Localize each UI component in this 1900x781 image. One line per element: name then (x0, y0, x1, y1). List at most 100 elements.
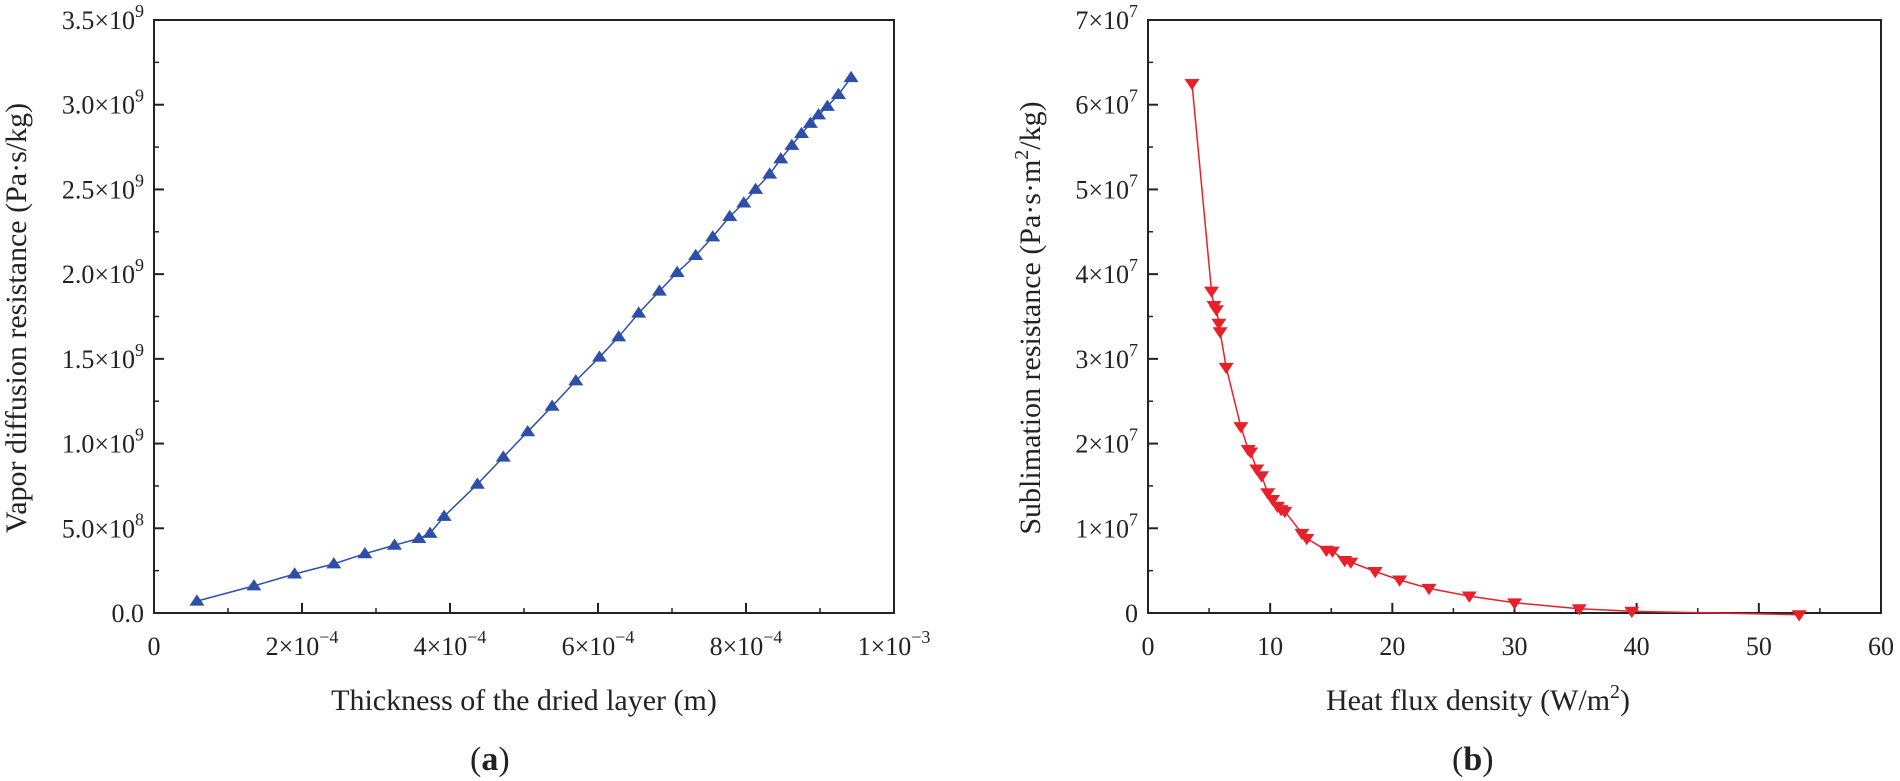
y-axis-title-a: Vapor diffusion resistance (Pa·s/kg) (0, 103, 33, 533)
a-series (189, 70, 859, 606)
data-point-a-13 (568, 374, 584, 386)
plot-frame-a (153, 19, 895, 614)
data-point-b-30 (1791, 610, 1807, 622)
y-tick-label-b-4: 4×107 (1075, 255, 1138, 289)
data-point-a-0 (189, 594, 205, 606)
data-point-a-25 (773, 152, 789, 164)
y-axis-title-b-sup: 2 (1011, 150, 1033, 160)
y-tick-label-b-2: 2×107 (1075, 425, 1138, 459)
y-tick-label-a-3: 1.5×109 (62, 340, 144, 374)
data-point-a-17 (651, 284, 667, 296)
data-point-a-29 (811, 108, 827, 120)
x-axis-title-b-end: ) (1620, 684, 1630, 717)
data-point-a-31 (831, 87, 846, 100)
y-axis-title-b-main: Sublimation resistance (Pa·s·m (1014, 160, 1047, 535)
plot-frame-b (1147, 19, 1882, 614)
data-point-a-27 (794, 126, 809, 139)
series-line-a-0 (196, 77, 852, 602)
x-axis-title-b-sup: 2 (1610, 681, 1620, 703)
x-tick-label-b-5: 50 (1746, 632, 1772, 661)
panel-label-a-letter: a (481, 741, 498, 778)
data-point-a-26 (784, 138, 800, 150)
data-point-b-10 (1249, 464, 1265, 476)
data-point-b-23 (1367, 566, 1383, 579)
data-point-a-1 (246, 579, 262, 591)
data-point-b-12 (1260, 488, 1276, 500)
data-point-b-20 (1324, 546, 1340, 558)
data-point-a-15 (611, 330, 627, 342)
data-point-b-6 (1218, 362, 1234, 375)
y-axis-title-b: Sublimation resistance (Pa·s·m2/kg) (1011, 101, 1047, 534)
data-point-a-12 (544, 399, 560, 411)
y-tick-label-b-0: 0 (1125, 599, 1138, 628)
y-tick-label-a-2: 1.0×109 (62, 425, 144, 459)
x-tick-label-a-4: 8×10−4 (710, 627, 783, 661)
y-tick-label-a-1: 5.0×108 (62, 509, 144, 543)
y-tick-label-a-7: 3.5×109 (62, 1, 144, 35)
data-point-a-8 (436, 509, 452, 521)
y-tick-label-b-7: 7×107 (1075, 1, 1138, 35)
y-axis-title-b-end: /kg) (1014, 101, 1047, 149)
data-point-a-32 (843, 70, 859, 83)
data-point-b-27 (1507, 598, 1522, 610)
y-tick-label-b-1: 1×107 (1075, 509, 1138, 543)
data-point-a-20 (705, 230, 721, 242)
data-point-a-18 (669, 265, 685, 277)
data-point-a-3 (326, 557, 342, 569)
data-point-a-11 (520, 424, 536, 437)
b-series (1184, 79, 1807, 622)
x-tick-label-b-1: 10 (1257, 632, 1283, 661)
x-tick-label-a-3: 6×10−4 (562, 627, 635, 661)
x-tick-label-b-0: 0 (1142, 632, 1155, 661)
b-ticks: 0 10 20 30 40 50 60 0 1×107 2×107 3×107 4×107 5×107 6… (1075, 1, 1894, 661)
data-point-b-1 (1204, 286, 1220, 298)
data-point-b-7 (1233, 422, 1249, 434)
data-point-b-26 (1461, 591, 1477, 603)
a-ticks: 0 2×10−4 4×10−4 6×10−4 8×10−4 1×10−3 0.0 5.0×10… (62, 1, 931, 661)
y-tick-label-b-6: 6×107 (1075, 86, 1138, 120)
data-point-a-19 (688, 248, 704, 261)
data-point-b-28 (1571, 604, 1587, 616)
x-tick-label-b-3: 30 (1502, 632, 1528, 661)
data-point-a-9 (469, 477, 485, 489)
data-point-a-23 (748, 182, 764, 194)
x-axis-title-a: Thickness of the dried layer (m) (331, 684, 717, 717)
data-point-b-24 (1392, 575, 1408, 587)
data-point-a-28 (802, 116, 818, 128)
y-tick-label-b-5: 5×107 (1075, 170, 1138, 204)
data-point-a-24 (762, 167, 778, 179)
panel-b: 0 10 20 30 40 50 60 0 1×107 2×107 3×107 4×107 5×107 6… (1011, 1, 1894, 778)
data-point-a-4 (357, 546, 373, 559)
data-point-b-16 (1277, 506, 1293, 519)
x-tick-label-a-2: 4×10−4 (414, 627, 487, 661)
panel-label-b: (b) (1452, 741, 1494, 778)
y-tick-label-a-4: 2.0×109 (62, 255, 144, 289)
data-point-b-13 (1265, 494, 1281, 507)
data-point-b-18 (1299, 533, 1315, 546)
x-tick-label-a-5: 1×10−3 (858, 627, 931, 661)
x-axis-title-b: Heat flux density (W/m2) (1326, 681, 1630, 717)
data-point-a-14 (591, 350, 607, 362)
data-point-a-16 (631, 306, 647, 318)
series-line-b-0 (1191, 83, 1800, 616)
data-point-a-6 (411, 531, 427, 543)
data-point-b-0 (1184, 79, 1200, 91)
data-point-a-5 (387, 538, 402, 550)
x-tick-label-b-2: 20 (1379, 632, 1405, 661)
data-point-a-30 (819, 99, 835, 111)
panel-label-b-letter: b (1463, 741, 1482, 778)
panel-label-a: (a) (470, 741, 510, 778)
data-point-b-3 (1208, 305, 1224, 317)
data-point-b-25 (1421, 583, 1437, 596)
data-point-b-11 (1254, 471, 1270, 483)
panel-a: 0 2×10−4 4×10−4 6×10−4 8×10−4 1×10−3 0.0 5.0×10… (0, 1, 930, 778)
x-tick-label-b-6: 60 (1868, 632, 1894, 661)
x-tick-label-b-4: 40 (1624, 632, 1650, 661)
data-point-a-7 (422, 526, 438, 538)
data-point-b-5 (1212, 327, 1228, 339)
data-point-a-2 (287, 567, 303, 579)
data-point-b-22 (1343, 557, 1359, 569)
y-tick-label-a-6: 3.0×109 (62, 86, 144, 120)
data-point-a-22 (736, 196, 752, 208)
